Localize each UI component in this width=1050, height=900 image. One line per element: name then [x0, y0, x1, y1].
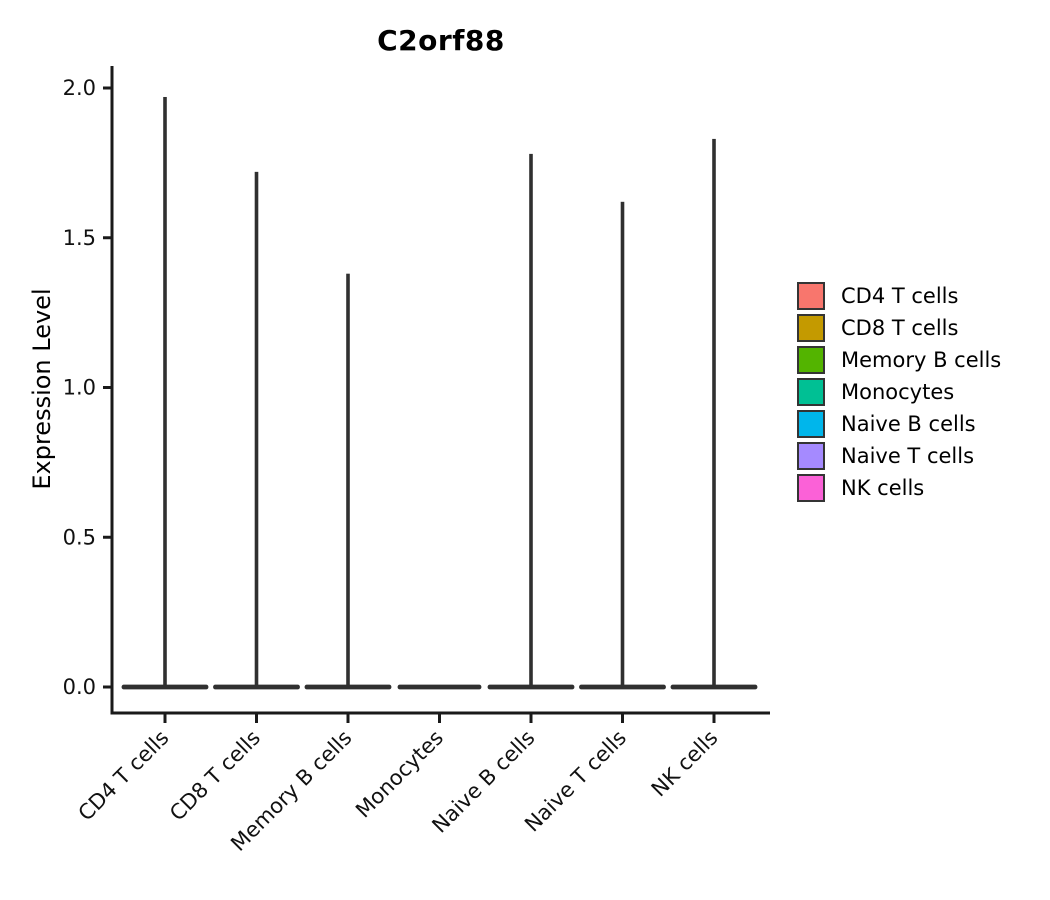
violin-memory-b-cells — [304, 273, 392, 690]
legend-item-nk-cells: NK cells — [797, 472, 1001, 504]
y-tick-label: 1.5 — [63, 226, 96, 250]
legend: CD4 T cells CD8 T cells Memory B cells Mono… — [797, 280, 1001, 504]
chart-title: C2orf88 — [377, 24, 505, 57]
y-tick-label: 0.0 — [63, 675, 96, 699]
legend-item-cd4-t-cells: CD4 T cells — [797, 280, 1001, 312]
legend-item-naive-b-cells: Naive B cells — [797, 408, 1001, 440]
violin-spike — [529, 153, 533, 687]
violin-base — [397, 684, 482, 690]
legend-label: Naive B cells — [841, 411, 976, 436]
y-tick-label: 2.0 — [63, 76, 96, 100]
y-tick-label: 0.5 — [63, 525, 96, 549]
legend-label: CD8 T cells — [841, 315, 959, 340]
violin-cd8-t-cells — [213, 171, 300, 690]
x-tick-label: CD8 T cells — [165, 726, 265, 826]
y-tick-label: 1.0 — [63, 376, 96, 400]
x-tick-label: Monocytes — [351, 726, 448, 823]
legend-swatch — [797, 442, 825, 470]
legend-swatch — [797, 410, 825, 438]
x-tick-label: NK cells — [647, 726, 723, 802]
legend-label: Memory B cells — [841, 347, 1002, 372]
legend-item-cd8-t-cells: CD8 T cells — [797, 312, 1001, 344]
legend-item-naive-t-cells: Naive T cells — [797, 440, 1001, 472]
violin-naive-t-cells — [579, 201, 666, 690]
violin-nk-cells — [670, 138, 758, 690]
violin-spike — [163, 96, 167, 688]
violin-spike — [254, 171, 259, 688]
violin-monocytes — [397, 684, 482, 690]
legend-label: CD4 T cells — [841, 283, 959, 308]
legend-swatch — [797, 378, 825, 406]
legend-label: Monocytes — [841, 379, 955, 404]
violin-naive-b-cells — [487, 153, 575, 690]
violin-spike — [346, 273, 350, 687]
violin-cd4-t-cells — [121, 96, 209, 690]
x-tick-label: CD4 T cells — [74, 726, 174, 826]
legend-label: Naive T cells — [841, 443, 975, 468]
violin-spike — [620, 201, 625, 687]
violin-spike — [712, 138, 716, 688]
legend-item-memory-b-cells: Memory B cells — [797, 344, 1001, 376]
legend-swatch — [797, 474, 825, 502]
legend-item-monocytes: Monocytes — [797, 376, 1001, 408]
legend-label: NK cells — [841, 475, 925, 500]
legend-swatch — [797, 282, 825, 310]
legend-swatch — [797, 346, 825, 374]
legend-swatch — [797, 314, 825, 342]
